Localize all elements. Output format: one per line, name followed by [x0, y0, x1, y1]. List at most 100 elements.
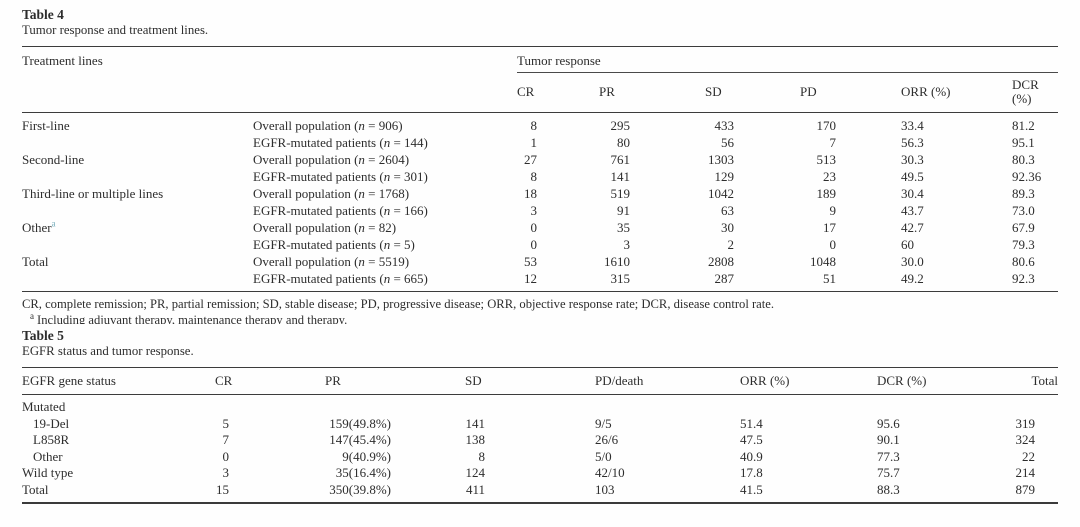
- sd-cell: 63: [721, 203, 735, 218]
- orr-cell: 49.5: [901, 169, 924, 184]
- pd-death-cell: 103: [595, 481, 740, 504]
- column-group-tumor-response: Tumor response: [517, 46, 1059, 73]
- sd-cell: 124: [465, 465, 486, 480]
- sd-cell: 2: [727, 237, 735, 252]
- pd-cell: 9: [829, 203, 837, 218]
- population-cell: Overall population (n = 82): [253, 220, 397, 235]
- total-cell: 22: [1022, 448, 1035, 464]
- cr-cell: 15: [215, 481, 325, 504]
- pr-cell: 3: [623, 237, 631, 252]
- column-header-total: Total: [1011, 367, 1058, 395]
- total-cell: 879: [1011, 481, 1058, 504]
- treatment-line-cell: Total: [22, 253, 253, 270]
- pr-cell: 1610: [604, 254, 631, 269]
- column-header-orr: ORR (%): [740, 367, 877, 395]
- pd-cell: 170: [816, 118, 837, 133]
- treatment-line-label: Other: [22, 220, 52, 235]
- pr-cell: 9(40.9%): [342, 448, 391, 464]
- table4-section: Table 4 Tumor response and treatment lin…: [22, 7, 1059, 324]
- pr-cell: 295: [610, 118, 631, 133]
- pd-cell: 23: [823, 169, 837, 184]
- orr-cell: 33.4: [901, 118, 924, 133]
- cr-cell: 53: [524, 254, 538, 269]
- pd-cell: 189: [816, 186, 837, 201]
- table4: Treatment lines Tumor response CR PR SD …: [22, 46, 1059, 292]
- pd-cell: 51: [800, 270, 902, 292]
- population-cell: Overall population (n = 1768): [253, 186, 410, 201]
- column-header-sd: SD: [705, 72, 801, 113]
- treatment-line-label: Total: [22, 254, 49, 269]
- cr-cell: 0: [530, 220, 538, 235]
- table-row: EGFR-mutated patients (n = 166) 3 91 63 …: [22, 202, 1058, 219]
- pd-death-cell: 42/10: [595, 465, 625, 480]
- dcr-cell: 95.1: [1012, 135, 1035, 150]
- abbreviation-footnote: CR, complete remission; PR, partial remi…: [22, 297, 774, 311]
- dcr-cell: 73.0: [1012, 203, 1035, 218]
- population-cell: Overall population (n = 906): [253, 118, 403, 133]
- population-cell: EGFR-mutated patients (n = 5): [253, 237, 415, 252]
- treatment-line-cell: Othera: [22, 219, 253, 236]
- treatment-line-label: Second-line: [22, 152, 85, 167]
- egfr-status-cell: Mutated: [22, 399, 66, 414]
- orr-cell: 43.7: [901, 203, 924, 218]
- pd-cell: 0: [829, 237, 837, 252]
- sd-cell: 287: [705, 270, 801, 292]
- dcr-cell: 90.1: [877, 432, 900, 447]
- total-cell: 324: [1015, 432, 1036, 447]
- population-cell: EGFR-mutated patients (n = 144): [253, 135, 428, 150]
- population-cell: Overall population (n = 5519): [253, 254, 410, 269]
- table4-footnotes: CR, complete remission; PR, partial remi…: [22, 297, 1058, 324]
- column-header-pd: PD: [800, 72, 902, 113]
- treatment-line-label: Third-line or multiple lines: [22, 186, 164, 201]
- sd-cell: 1042: [708, 186, 735, 201]
- pd-death-cell: [595, 395, 740, 416]
- cr-cell: 12: [517, 270, 600, 292]
- dcr-cell: 88.3: [877, 481, 1011, 504]
- pd-cell: 1048: [810, 254, 837, 269]
- cr-cell: 3: [222, 465, 230, 480]
- cr-cell: 0: [222, 448, 230, 464]
- sd-cell: [465, 395, 595, 416]
- pr-cell: 141: [610, 169, 631, 184]
- cr-cell: 1: [530, 135, 538, 150]
- table-row: EGFR-mutated patients (n = 665) 12 315 2…: [22, 270, 1059, 292]
- population-cell: EGFR-mutated patients (n = 301): [253, 169, 428, 184]
- column-header-cr: CR: [517, 72, 600, 113]
- pd-death-cell: 5/0: [595, 448, 612, 464]
- cr-cell: 5: [222, 415, 230, 431]
- cr-cell: [215, 395, 325, 416]
- pr-cell: 80: [617, 135, 631, 150]
- orr-cell: 30.0: [901, 254, 924, 269]
- pr-cell: 761: [610, 152, 631, 167]
- column-header-pr: PR: [599, 72, 706, 113]
- orr-cell: 41.5: [740, 481, 877, 504]
- column-header-orr: ORR (%): [901, 72, 1013, 113]
- column-header-pd-death: PD/death: [595, 367, 740, 395]
- cr-cell: 18: [524, 186, 538, 201]
- egfr-status-cell: Total: [22, 481, 215, 504]
- egfr-status-cell: 19-Del: [33, 415, 70, 431]
- sd-cell: 56: [721, 135, 735, 150]
- page: Table 4 Tumor response and treatment lin…: [22, 7, 1059, 504]
- sd-cell: 129: [714, 169, 735, 184]
- table4-body: First-line Overall population (n = 906) …: [22, 113, 1059, 292]
- table-row: Second-line Overall population (n = 2604…: [22, 151, 1058, 168]
- table-row: 19-Del 5 159(49.8%) 141 9/5 51.4 95.6 31…: [22, 416, 1058, 433]
- treatment-line-cell: First-line: [22, 113, 253, 135]
- column-header-treatment-lines: Treatment lines: [22, 53, 103, 68]
- orr-cell: 42.7: [901, 220, 924, 235]
- total-cell: [1011, 395, 1058, 416]
- table-row: Othera Overall population (n = 82) 0 35 …: [22, 219, 1058, 236]
- table5-header: EGFR gene status CR PR SD PD/death ORR (…: [22, 367, 1058, 395]
- cr-cell: 8: [530, 169, 538, 184]
- pr-cell: 147(45.4%): [329, 432, 391, 447]
- cr-cell: 7: [222, 432, 230, 447]
- dcr-cell: 80.6: [1012, 254, 1035, 269]
- pr-cell: 35(16.4%): [335, 465, 391, 480]
- table4-header: Treatment lines Tumor response CR PR SD …: [22, 46, 1059, 113]
- column-header-empty: [22, 72, 518, 113]
- dcr-cell: 95.6: [877, 415, 900, 431]
- dcr-cell: 80.3: [1012, 152, 1035, 167]
- orr-cell: 40.9: [740, 448, 763, 464]
- pr-cell: 35: [617, 220, 631, 235]
